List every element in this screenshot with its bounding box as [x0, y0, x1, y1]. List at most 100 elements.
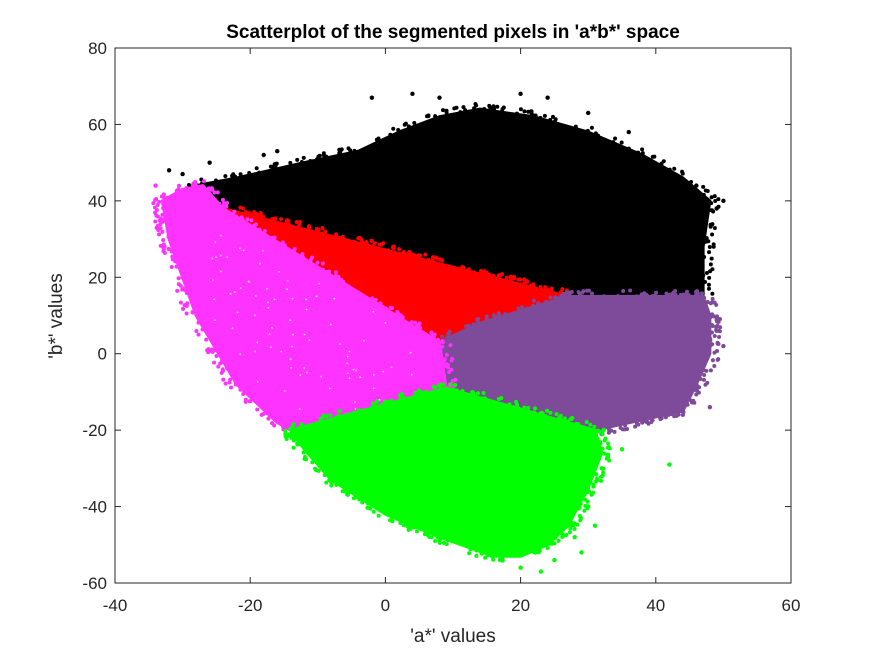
scatter-point [377, 242, 382, 247]
scatter-point [501, 105, 506, 110]
scatter-point [503, 312, 508, 317]
scatter-point [554, 412, 559, 417]
scatter-point [252, 223, 257, 228]
scatter-point [577, 514, 582, 519]
scatter-point [435, 256, 440, 261]
scatter-point [320, 231, 325, 236]
scatter-point [536, 550, 541, 555]
scatter-point [241, 392, 246, 397]
scatter-point [518, 107, 523, 112]
scatter-point [395, 312, 400, 317]
texture-speck [378, 398, 381, 401]
scatter-point [204, 337, 209, 342]
scatter-point [695, 289, 700, 294]
scatter-point [586, 110, 591, 116]
scatter-point [705, 300, 710, 305]
texture-speck [220, 234, 222, 237]
texture-speck [290, 366, 293, 369]
scatter-point [299, 159, 304, 164]
scatter-point [514, 399, 519, 404]
scatter-point [157, 232, 162, 237]
texture-speck [248, 281, 250, 283]
scatter-point [223, 381, 228, 386]
scatter-point [209, 349, 214, 354]
texture-speck [305, 298, 307, 301]
scatter-point [170, 254, 175, 259]
scatter-point [542, 113, 547, 118]
scatter-point [257, 227, 262, 232]
scatter-point [212, 190, 217, 195]
scatter-point [432, 385, 437, 390]
scatter-point [280, 240, 285, 245]
scatter-point [652, 293, 657, 298]
scatter-point [295, 441, 300, 446]
scatter-point [337, 235, 342, 240]
scatter-point [714, 302, 719, 307]
scatter-point [707, 250, 712, 255]
scatter-point [654, 290, 659, 295]
scatter-point [272, 235, 277, 240]
texture-speck [303, 333, 306, 336]
scatter-point [548, 117, 553, 122]
scatter-point [449, 358, 454, 363]
scatter-point [652, 154, 657, 159]
scatter-point [623, 423, 628, 428]
scatter-point [644, 420, 649, 425]
scatter-point [448, 343, 453, 348]
scatter-point [716, 319, 721, 324]
scatter-point [380, 304, 385, 309]
scatter-point [594, 472, 599, 477]
scatter-point [711, 209, 716, 214]
scatter-point [365, 501, 370, 506]
scatter-point [389, 398, 394, 403]
scatter-point [240, 206, 245, 211]
scatter-point [433, 538, 438, 543]
scatter-point [439, 382, 444, 387]
scatter-point [543, 413, 548, 418]
scatter-point [329, 478, 334, 483]
scatter-series [166, 91, 726, 304]
y-tick-label: 0 [98, 345, 107, 364]
scatter-series [283, 382, 672, 574]
scatter-point [468, 547, 473, 552]
scatter-point [531, 303, 536, 308]
scatter-point [538, 569, 544, 574]
scatter-point [441, 108, 446, 113]
scatter-point [584, 420, 589, 425]
scatter-point [709, 256, 714, 261]
scatter-point [659, 416, 664, 421]
scatter-point [582, 508, 587, 513]
scatter-point [431, 333, 436, 338]
scatter-point [500, 109, 505, 114]
scatter-point [161, 205, 166, 210]
texture-speck [270, 346, 272, 349]
scatter-point [402, 122, 407, 127]
texture-speck [346, 355, 349, 358]
texture-speck [215, 256, 217, 259]
scatter-point [721, 343, 726, 349]
scatter-point [316, 468, 321, 473]
scatter-series [428, 288, 726, 438]
scatter-point [680, 292, 685, 297]
scatter-point [487, 553, 492, 558]
x-axis-label: 'a*' values [410, 626, 495, 647]
scatter-point [709, 323, 714, 328]
scatter-point [174, 264, 179, 269]
scatter-point [357, 497, 362, 502]
scatter-point [544, 299, 549, 304]
scatter-point [570, 415, 575, 420]
scatter-point [435, 535, 440, 540]
texture-speck [318, 282, 321, 285]
scatter-point [704, 368, 709, 373]
scatter-point [412, 121, 417, 126]
scatter-point [615, 294, 620, 299]
scatter-point [538, 115, 543, 120]
scatter-point [562, 416, 567, 421]
scatter-point [257, 170, 262, 175]
scatter-point [460, 389, 465, 394]
scatter-point [180, 171, 185, 177]
scatter-point [704, 236, 709, 241]
texture-speck [372, 387, 375, 390]
scatter-point [408, 251, 413, 256]
scatter-point [197, 320, 202, 325]
